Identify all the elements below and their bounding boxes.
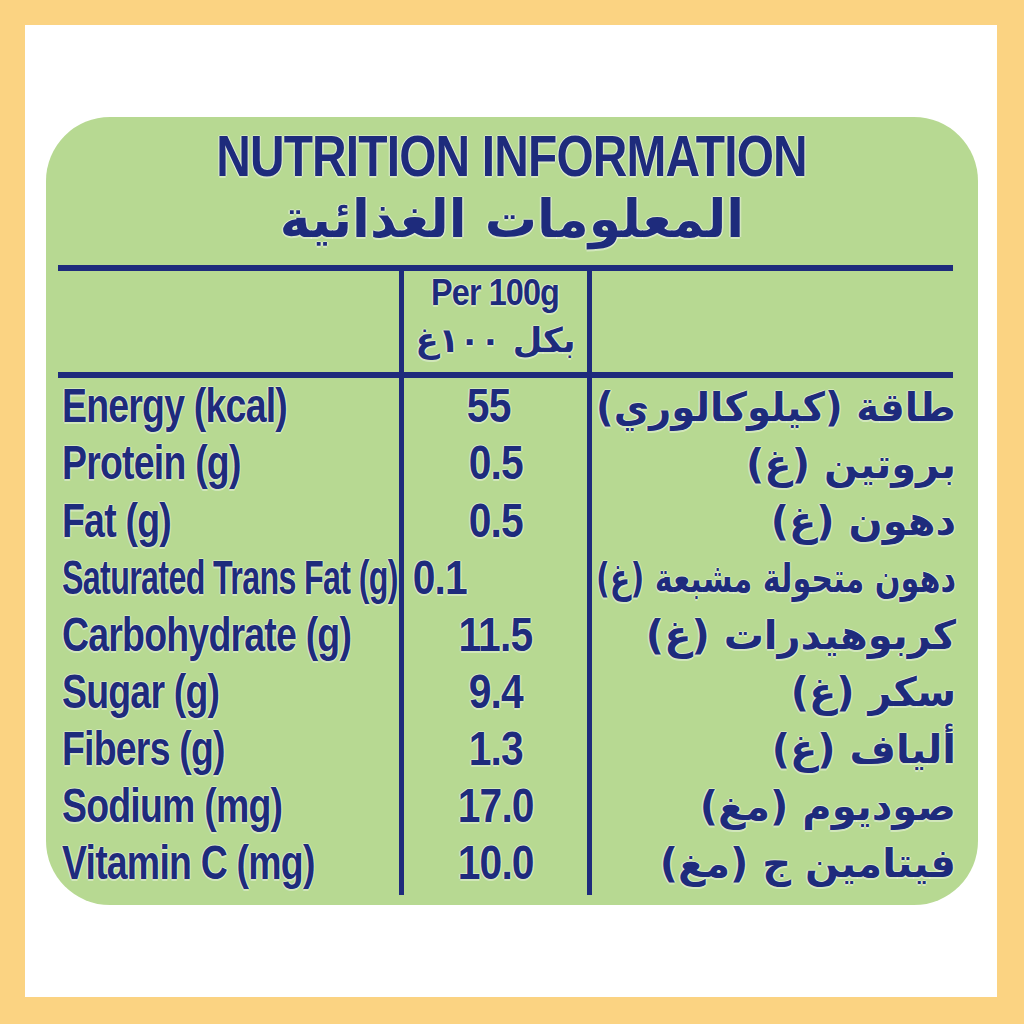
nutrient-name-en: Energy (kcal): [62, 381, 287, 431]
column-header-en: Per 100g: [404, 272, 587, 314]
nutrient-name-cell: Energy (kcal): [58, 381, 393, 431]
nutrient-name-cell-arabic: بروتين (غ): [592, 440, 958, 488]
nutrient-name-cell: Vitamin C (mg): [58, 838, 399, 888]
nutrient-name-en: Fibers (g): [62, 724, 225, 774]
table-top-rule: [58, 265, 953, 271]
page-title-arabic: المعلومات الغذائية: [46, 180, 978, 258]
nutrient-name-ar: سكر (غ): [791, 668, 956, 716]
nutrient-name-en: Sugar (g): [62, 667, 219, 717]
column-header-en-text: Per 100g: [432, 272, 560, 314]
nutrient-name-cell: Saturated Trans Fat (g): [58, 553, 399, 603]
column-header-ar-text: بكل ١٠٠غ: [415, 314, 575, 366]
nutrient-name-cell: Sugar (g): [58, 667, 399, 717]
nutrient-value-cell: 9.4: [399, 667, 592, 717]
nutrient-name-ar: فيتامين ج (مغ): [660, 839, 956, 887]
nutrient-value-cell: 0.1: [399, 553, 480, 603]
nutrient-name-cell-arabic: دهون (غ): [592, 497, 958, 545]
table-row: Fat (g) 0.5 دهون (غ): [58, 492, 958, 549]
nutrient-value: 17.0: [457, 781, 533, 831]
table-row: Fibers (g) 1.3 ألياف (غ): [58, 721, 958, 778]
nutrient-value-cell: 55: [393, 381, 583, 431]
nutrient-value-cell: 0.5: [399, 496, 592, 546]
nutrition-panel: NUTRITION INFORMATION المعلومات الغذائية…: [46, 117, 978, 905]
nutrient-name-en: Vitamin C (mg): [62, 838, 315, 888]
nutrient-name-en: Protein (g): [62, 438, 241, 488]
nutrient-name-cell-arabic: كربوهيدرات (غ): [592, 611, 958, 659]
nutrient-name-cell-arabic: ألياف (غ): [592, 725, 958, 773]
nutrient-name-ar: صوديوم (مغ): [700, 782, 956, 830]
nutrient-name-ar: دهون متحولة مشبعة (غ): [596, 554, 956, 602]
nutrient-name-cell: Protein (g): [58, 438, 399, 488]
nutrient-name-ar: طاقة (كيلوكالوري): [596, 383, 956, 431]
table-row: Vitamin C (mg) 10.0 فيتامين ج (مغ): [58, 835, 958, 892]
nutrient-name-cell: Sodium (mg): [58, 781, 399, 831]
nutrient-value-cell: 17.0: [399, 781, 592, 831]
nutrient-value: 10.0: [457, 838, 533, 888]
table-row: Sugar (g) 9.4 سكر (غ): [58, 664, 958, 721]
table-row: Protein (g) 0.5 بروتين (غ): [58, 435, 958, 492]
nutrient-value-cell: 1.3: [399, 724, 592, 774]
nutrient-value-cell: 10.0: [399, 838, 592, 888]
page-title-text-ar: المعلومات الغذائية: [280, 180, 744, 258]
table-row: Saturated Trans Fat (g) 0.1 دهون متحولة …: [58, 549, 958, 606]
nutrient-name-ar: كربوهيدرات (غ): [646, 611, 956, 659]
nutrient-name-en: Carbohydrate (g): [62, 610, 351, 660]
nutrient-value: 1.3: [468, 724, 522, 774]
page-title-text-en: NUTRITION INFORMATION: [217, 128, 808, 184]
table-row: Energy (kcal) 55 طاقة (كيلوكالوري): [58, 378, 958, 435]
nutrient-name-cell-arabic: طاقة (كيلوكالوري): [583, 383, 958, 431]
nutrient-name-ar: دهون (غ): [771, 497, 956, 545]
nutrient-value: 55: [467, 381, 511, 431]
nutrient-name-cell: Fat (g): [58, 496, 399, 546]
nutrient-name-ar: ألياف (غ): [772, 725, 956, 773]
nutrition-table-body: Energy (kcal) 55 طاقة (كيلوكالوري) Prote…: [58, 378, 958, 892]
nutrient-name-cell-arabic: سكر (غ): [592, 668, 958, 716]
nutrient-value-cell: 0.5: [399, 438, 592, 488]
nutrient-name-cell: Carbohydrate (g): [58, 610, 399, 660]
table-row: Carbohydrate (g) 11.5 كربوهيدرات (غ): [58, 606, 958, 663]
nutrient-name-en: Saturated Trans Fat (g): [62, 553, 398, 603]
page-title: NUTRITION INFORMATION: [46, 128, 978, 184]
nutrient-value: 9.4: [468, 667, 522, 717]
label-white-background: NUTRITION INFORMATION المعلومات الغذائية…: [25, 25, 997, 997]
table-row: Sodium (mg) 17.0 صوديوم (مغ): [58, 778, 958, 835]
nutrient-name-en: Fat (g): [62, 496, 171, 546]
column-header-per-100g: Per 100g بكل ١٠٠غ: [404, 272, 587, 366]
nutrient-value: 0.5: [468, 438, 522, 488]
nutrient-name-cell-arabic: دهون متحولة مشبعة (غ): [480, 554, 958, 602]
nutrient-value-cell: 11.5: [399, 610, 592, 660]
nutrient-value: 0.5: [468, 496, 522, 546]
nutrient-name-cell-arabic: صوديوم (مغ): [592, 782, 958, 830]
nutrient-name-en: Sodium (mg): [62, 781, 282, 831]
nutrient-value: 11.5: [459, 610, 533, 660]
nutrient-name-cell: Fibers (g): [58, 724, 399, 774]
nutrient-name-cell-arabic: فيتامين ج (مغ): [592, 839, 958, 887]
nutrient-value: 0.1: [412, 553, 466, 603]
nutrition-label: NUTRITION INFORMATION المعلومات الغذائية…: [0, 0, 1024, 1024]
nutrient-name-ar: بروتين (غ): [746, 440, 956, 488]
column-header-ar: بكل ١٠٠غ: [404, 314, 587, 366]
